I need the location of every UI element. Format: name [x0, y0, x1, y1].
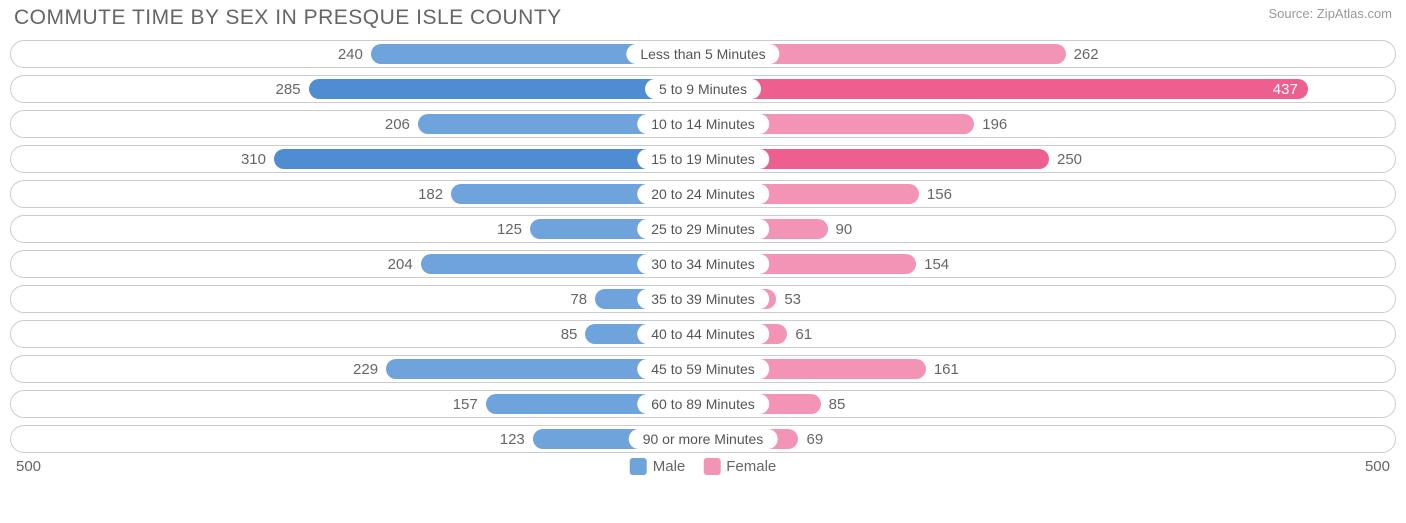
category-label: 90 or more Minutes — [629, 429, 778, 449]
male-value: 285 — [276, 76, 309, 102]
category-label: 15 to 19 Minutes — [637, 149, 769, 169]
bar-row: 240 262 Less than 5 Minutes — [10, 40, 1396, 68]
male-value: 229 — [353, 356, 386, 382]
female-value: 156 — [919, 181, 952, 207]
bar-row: 229 161 45 to 59 Minutes — [10, 355, 1396, 383]
male-bar — [309, 79, 703, 99]
female-value: 196 — [974, 111, 1007, 137]
female-value: 61 — [787, 321, 812, 347]
source-attribution: Source: ZipAtlas.com — [1268, 6, 1392, 21]
male-value: 310 — [241, 146, 274, 172]
category-label: 25 to 29 Minutes — [637, 219, 769, 239]
category-label: 35 to 39 Minutes — [637, 289, 769, 309]
bar-row: 285 4375 to 9 Minutes — [10, 75, 1396, 103]
male-value: 182 — [418, 181, 451, 207]
legend: Male Female — [630, 458, 777, 475]
bar-row: 206 196 10 to 14 Minutes — [10, 110, 1396, 138]
male-value: 206 — [385, 111, 418, 137]
category-label: 40 to 44 Minutes — [637, 324, 769, 344]
male-value: 125 — [497, 216, 530, 242]
male-value: 123 — [500, 426, 533, 452]
diverging-bar-chart: 240 262 Less than 5 Minutes 285 4375 to 9 Mi… — [10, 40, 1396, 453]
male-value: 157 — [453, 391, 486, 417]
bar-row: 310 250 15 to 19 Minutes — [10, 145, 1396, 173]
female-value: 69 — [798, 426, 823, 452]
category-label: 45 to 59 Minutes — [637, 359, 769, 379]
chart-title: COMMUTE TIME BY SEX IN PRESQUE ISLE COUN… — [14, 6, 562, 30]
male-value: 240 — [338, 41, 371, 67]
swatch-male — [630, 458, 647, 475]
female-value: 90 — [828, 216, 853, 242]
bar-row: 157 85 60 to 89 Minutes — [10, 390, 1396, 418]
bar-row: 125 90 25 to 29 Minutes — [10, 215, 1396, 243]
bar-row: 85 61 40 to 44 Minutes — [10, 320, 1396, 348]
legend-male: Male — [630, 458, 686, 475]
category-label: 60 to 89 Minutes — [637, 394, 769, 414]
female-value: 262 — [1066, 41, 1099, 67]
female-value: 85 — [821, 391, 846, 417]
legend-female: Female — [703, 458, 776, 475]
axis-max-right: 500 — [1365, 458, 1390, 475]
female-value: 53 — [776, 286, 801, 312]
category-label: Less than 5 Minutes — [626, 44, 779, 64]
category-label: 30 to 34 Minutes — [637, 254, 769, 274]
male-value: 204 — [388, 251, 421, 277]
male-value: 78 — [570, 286, 595, 312]
category-label: 10 to 14 Minutes — [637, 114, 769, 134]
category-label: 5 to 9 Minutes — [645, 79, 761, 99]
female-value: 437 — [703, 76, 1308, 102]
bar-row: 182 156 20 to 24 Minutes — [10, 180, 1396, 208]
legend-female-label: Female — [726, 458, 776, 475]
bar-row: 123 69 90 or more Minutes — [10, 425, 1396, 453]
category-label: 20 to 24 Minutes — [637, 184, 769, 204]
female-value: 250 — [1049, 146, 1082, 172]
axis-max-left: 500 — [16, 458, 41, 475]
male-value: 85 — [561, 321, 586, 347]
female-value: 154 — [916, 251, 949, 277]
bar-row: 78 53 35 to 39 Minutes — [10, 285, 1396, 313]
swatch-female — [703, 458, 720, 475]
female-value: 161 — [926, 356, 959, 382]
legend-male-label: Male — [653, 458, 686, 475]
bar-row: 204 154 30 to 34 Minutes — [10, 250, 1396, 278]
